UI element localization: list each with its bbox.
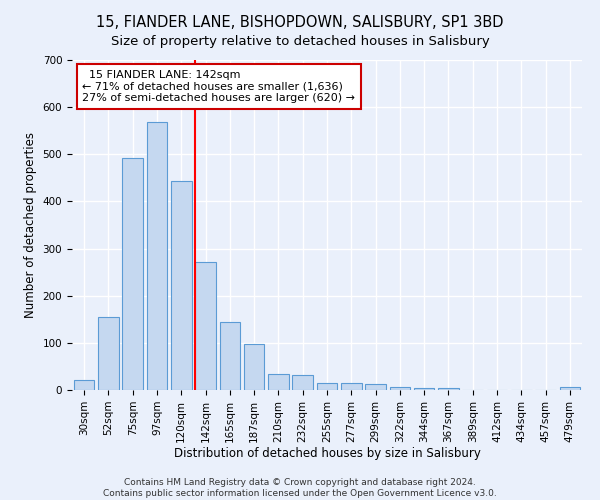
Text: Contains HM Land Registry data © Crown copyright and database right 2024.
Contai: Contains HM Land Registry data © Crown c… — [103, 478, 497, 498]
Bar — [220, 322, 240, 390]
Bar — [365, 384, 386, 390]
Y-axis label: Number of detached properties: Number of detached properties — [24, 132, 37, 318]
Bar — [122, 158, 143, 390]
Bar — [389, 386, 410, 390]
Text: Size of property relative to detached houses in Salisbury: Size of property relative to detached ho… — [110, 35, 490, 48]
Bar — [560, 386, 580, 390]
Bar — [98, 317, 119, 390]
Bar — [268, 374, 289, 390]
Bar — [317, 383, 337, 390]
Bar — [171, 181, 191, 390]
Bar — [341, 383, 362, 390]
X-axis label: Distribution of detached houses by size in Salisbury: Distribution of detached houses by size … — [173, 448, 481, 460]
Text: 15 FIANDER LANE: 142sqm
← 71% of detached houses are smaller (1,636)
27% of semi: 15 FIANDER LANE: 142sqm ← 71% of detache… — [82, 70, 355, 103]
Bar — [146, 122, 167, 390]
Bar — [292, 375, 313, 390]
Bar — [195, 262, 216, 390]
Bar — [414, 388, 434, 390]
Bar — [244, 344, 265, 390]
Bar — [438, 388, 459, 390]
Text: 15, FIANDER LANE, BISHOPDOWN, SALISBURY, SP1 3BD: 15, FIANDER LANE, BISHOPDOWN, SALISBURY,… — [96, 15, 504, 30]
Bar — [74, 380, 94, 390]
